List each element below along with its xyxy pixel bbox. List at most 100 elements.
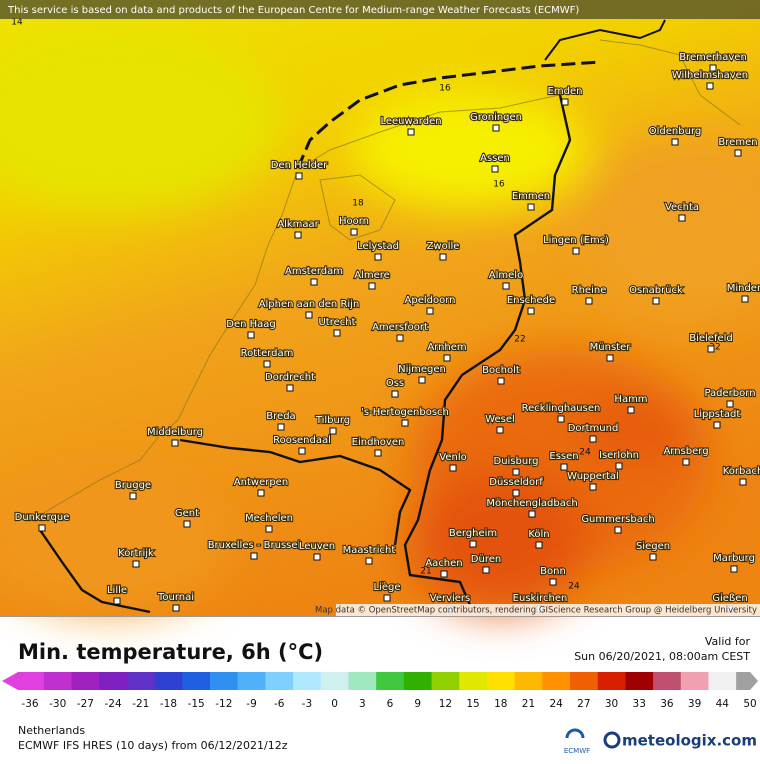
scale-swatch: [514, 672, 529, 690]
city-marker: [652, 297, 660, 305]
borders: [39, 94, 572, 614]
city-marker: [383, 594, 391, 602]
city-label: Hoorn: [339, 216, 369, 227]
scale-swatch: [528, 672, 543, 690]
city-marker: [440, 570, 448, 578]
city-marker: [678, 214, 686, 222]
scale-swatch: [71, 672, 86, 690]
notice: This service is based on data and produc…: [7, 5, 579, 16]
contour-label: 22: [709, 343, 720, 353]
city-label: Rotterdam: [241, 348, 294, 359]
city-label: Bremerhaven: [679, 52, 747, 63]
city-marker: [277, 423, 285, 431]
city-label: Minden: [727, 283, 760, 294]
contour-label: 22: [514, 335, 525, 345]
scale-swatch: [486, 672, 502, 690]
city-label: Enschede: [507, 295, 555, 306]
city-label: Kortrijk: [118, 548, 154, 559]
contour-label: 14: [11, 18, 23, 28]
city-label: Amsterdam: [285, 266, 343, 277]
city-marker: [739, 478, 747, 486]
scale-swatch: [265, 672, 280, 690]
city-label: Lingen (Ems): [543, 235, 609, 246]
city-marker: [614, 526, 622, 534]
city-marker: [350, 228, 358, 236]
city-label: Dortmund: [568, 423, 619, 434]
brand: meteologix.com: [622, 732, 757, 750]
scale-end-high: [750, 672, 758, 690]
scale-swatch: [334, 672, 349, 690]
city-label: Köln: [528, 529, 549, 540]
scale-tick-label: -3: [302, 698, 312, 710]
city-label: Antwerpen: [234, 477, 288, 488]
scale-tick-label: -9: [246, 698, 256, 710]
city-marker: [250, 552, 258, 560]
city-label: Lille: [107, 585, 127, 596]
city-marker: [589, 483, 597, 491]
city-marker: [443, 354, 451, 362]
city-marker: [129, 492, 137, 500]
city-marker: [183, 520, 191, 528]
scale-swatch: [625, 672, 640, 690]
scale-swatch: [722, 672, 737, 690]
scale-tick-label: 50: [743, 698, 756, 710]
scale-tick-label: -36: [21, 698, 38, 710]
contour-labels: 14 16 16 18 22 22 24 24 21: [11, 18, 720, 592]
scale-swatch: [30, 672, 45, 690]
city-marker: [313, 553, 321, 561]
notice-bar: [0, 0, 760, 19]
city-label: Alkmaar: [277, 219, 319, 230]
city-label: Düsseldorf: [489, 477, 543, 488]
scale-swatch: [445, 672, 460, 690]
city-label: Tournai: [157, 592, 194, 603]
city-marker: [706, 82, 714, 90]
city-label: Paderborn: [704, 388, 755, 399]
scale-swatch: [306, 672, 322, 690]
city-marker: [572, 247, 580, 255]
city-label: Bocholt: [482, 365, 520, 376]
city-marker: [401, 419, 409, 427]
contour-label: 24: [568, 582, 580, 592]
city-marker: [528, 510, 536, 518]
scale-swatch: [639, 672, 654, 690]
city-marker: [439, 253, 447, 261]
scale-swatch: [666, 672, 682, 690]
city-marker: [560, 463, 568, 471]
scale-swatch: [168, 672, 183, 690]
attribution-bg: [336, 604, 760, 616]
ecmwf-text: ECMWF: [564, 747, 590, 755]
city-marker: [132, 560, 140, 568]
city-marker: [396, 334, 404, 342]
city-label: Almere: [354, 270, 390, 281]
scale-start: [18, 672, 30, 690]
scale-tick-label: 0: [331, 698, 338, 710]
scale-swatch: [680, 672, 696, 690]
city-label: Oss: [386, 378, 404, 389]
scale-swatch: [223, 672, 239, 690]
attribution: Map data © OpenStreetMap contributors, r…: [315, 606, 757, 616]
city-marker: [726, 400, 734, 408]
city-label: 's-Hertogenbosch: [361, 407, 449, 418]
city-marker: [171, 439, 179, 447]
scale-swatch: [320, 672, 336, 690]
scale-tick-label: 15: [466, 698, 479, 710]
city-label: Bremen: [718, 137, 757, 148]
city-label: Recklinghausen: [522, 403, 601, 414]
scale-swatch: [611, 672, 626, 690]
scale-swatch: [99, 672, 114, 690]
scale-tick-label: -30: [49, 698, 66, 710]
city-label: Gent: [175, 508, 199, 519]
city-marker: [496, 426, 504, 434]
city-label: Utrecht: [318, 317, 355, 328]
scale-swatch: [473, 672, 488, 690]
city-marker: [294, 231, 302, 239]
city-marker: [368, 282, 376, 290]
city-marker: [502, 282, 510, 290]
ecmwf-logo: ECMWF: [564, 728, 590, 755]
city-marker: [374, 253, 382, 261]
city-marker: [374, 449, 382, 457]
city-label: Roosendaal: [273, 435, 331, 446]
scale-tick-label: -15: [188, 698, 205, 710]
scale-swatch: [376, 672, 391, 690]
contour-label: 16: [439, 84, 451, 94]
